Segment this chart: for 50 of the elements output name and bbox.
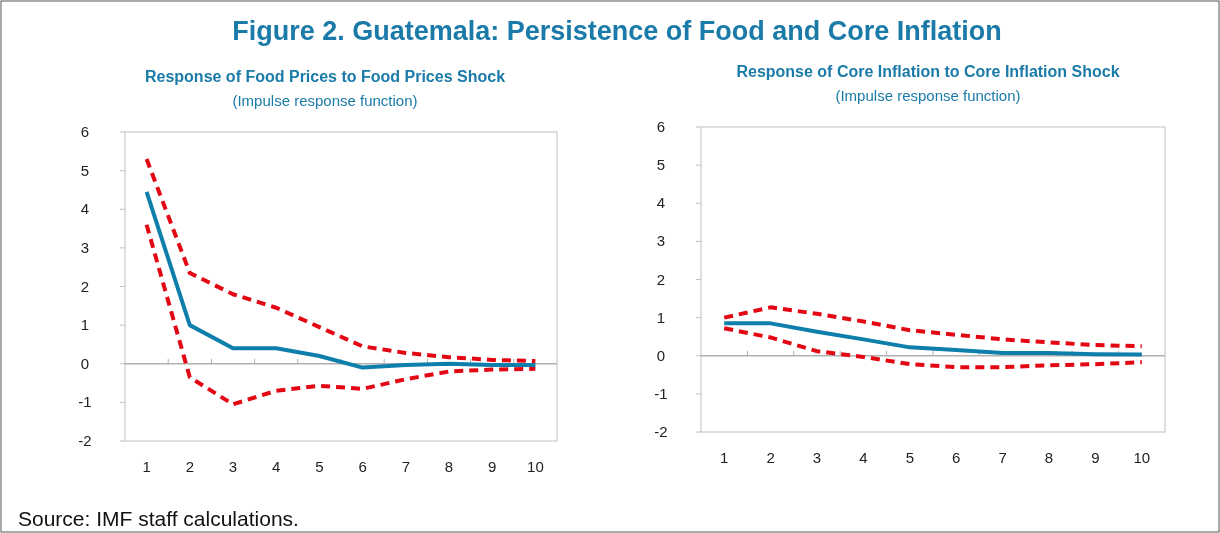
chart-title: Response of Core Inflation to Core Inflation Shock [736,63,1120,80]
x-tick-label: 10 [1133,449,1151,466]
x-tick-label: 6 [358,458,367,475]
line-series [722,326,1144,370]
caption: Figure 2. Guatemala: Persistence of Food and Core Inflation [232,16,1002,46]
x-tick-label: 7 [401,458,410,475]
x-tick-label: 8 [1044,449,1054,466]
x-tick-label: 3 [812,449,822,466]
y-tick-label: 5 [656,156,666,174]
line-series [144,157,538,364]
y-tick-label: 1 [656,308,666,326]
line-series [722,305,1144,349]
y-tick-label: 5 [80,161,90,179]
x-tick-label: 9 [1091,449,1100,466]
y-tick-label: -1 [654,384,668,402]
line-series [144,189,538,370]
y-tick-label: -2 [654,423,668,440]
line-series [722,321,1144,357]
y-tick-label: 6 [656,118,666,135]
x-tick-label: 7 [998,449,1007,466]
y-tick-label: -1 [78,393,92,411]
x-tick-label: 6 [952,449,961,466]
chart-subtitle: (Impulse response function) [835,87,1021,104]
x-tick-label: 5 [315,458,324,475]
y-tick-label: 0 [656,346,666,364]
x-tick-label: 9 [488,458,497,475]
y-tick-label: 4 [80,200,90,218]
x-tick-label: 3 [228,458,238,475]
x-tick-label: 1 [720,449,729,466]
x-tick-label: 2 [766,449,775,466]
y-tick-label: 2 [80,277,90,295]
y-tick-label: -2 [78,432,92,449]
chart-subtitle: (Impulse response function) [232,92,418,109]
y-tick-label: 3 [80,238,90,256]
y-tick-label: 0 [80,354,90,372]
source-note: Source: IMF staff calculations. [18,507,299,530]
y-tick-label: 6 [80,123,90,140]
y-tick-label: 2 [656,270,666,288]
x-tick-label: 2 [185,458,194,475]
line-series [144,222,538,407]
x-tick-label: 1 [142,458,151,475]
chart-title: Response of Food Prices to Food Prices Shock [144,68,506,85]
y-tick-label: 4 [656,194,666,212]
x-tick-label: 10 [527,458,544,475]
x-tick-label: 4 [272,458,281,475]
y-tick-label: 3 [656,232,666,250]
x-tick-label: 8 [444,458,454,475]
x-tick-label: 4 [859,449,868,466]
x-tick-label: 5 [905,449,914,466]
y-tick-label: 1 [80,316,90,334]
